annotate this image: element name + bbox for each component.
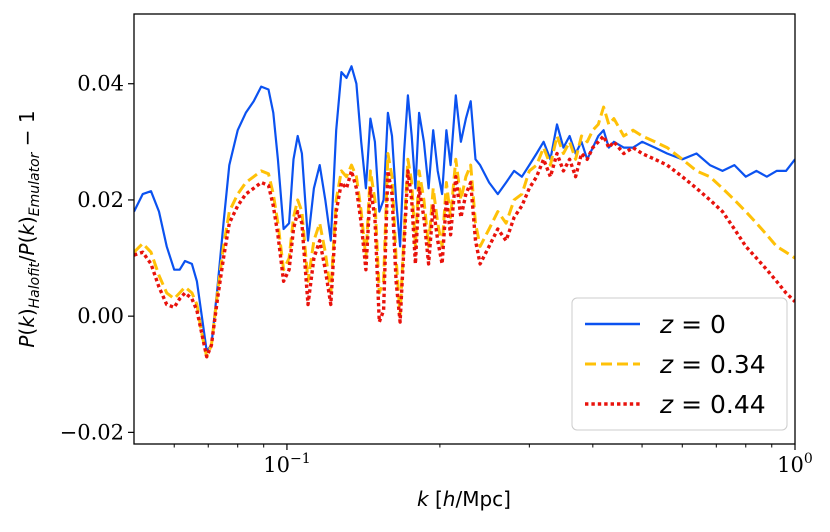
y-tick-label-1: 0.00	[77, 304, 124, 328]
y-tick-label-3: 0.04	[77, 72, 124, 96]
legend: z = 0 z = 0.34 z = 0.44	[571, 297, 788, 431]
legend-label-z044: z = 0.44	[659, 390, 766, 419]
series-layer	[134, 65, 795, 359]
series-line-0	[134, 65, 795, 353]
x-axis-label: k [h/Mpc]	[417, 487, 511, 511]
y-tick-label-0: −0.02	[60, 420, 124, 444]
legend-label-z034: z = 0.34	[659, 350, 766, 379]
x-tick-label-1: 100	[777, 451, 813, 477]
series-line-2	[134, 134, 795, 359]
plot-frame	[133, 13, 796, 445]
ticks-layer: −0.02 0.00 0.02 0.04 10−1 100	[60, 72, 813, 477]
legend-label-z0: z = 0	[659, 310, 726, 339]
y-tick-label-2: 0.02	[77, 188, 124, 212]
y-axis-label: P(k)Halofit/P(k)Emulator − 1	[15, 110, 43, 347]
legend-box	[571, 297, 788, 431]
series-line-1	[134, 105, 795, 359]
x-tick-label-0: 10−1	[263, 451, 310, 477]
